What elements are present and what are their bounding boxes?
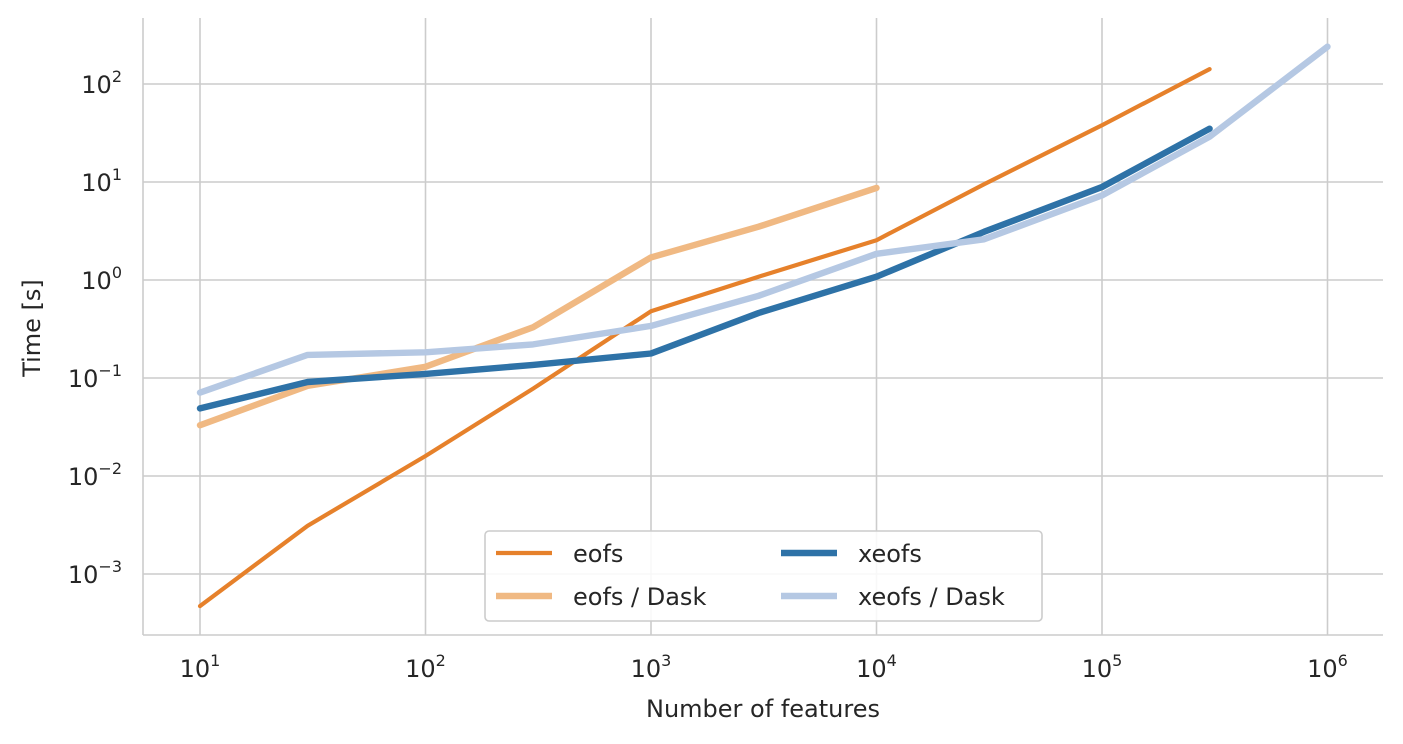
- series-line-xeofs-dask: [196, 43, 1331, 396]
- legend-label: xeofs: [858, 540, 922, 568]
- legend-label: eofs / Dask: [573, 583, 706, 611]
- axes-spines: [142, 18, 1383, 636]
- legend-label: eofs: [573, 540, 623, 568]
- y-tick-label: 10−3: [68, 557, 122, 589]
- x-tick-label: 103: [631, 651, 672, 683]
- x-tick-label: 106: [1307, 651, 1348, 683]
- legend-item: eofs / Dask: [496, 583, 706, 611]
- series-lines: [196, 43, 1331, 609]
- x-axis-label: Number of features: [646, 695, 880, 723]
- legend-label: xeofs / Dask: [858, 583, 1005, 611]
- series-line-eofs-dask: [196, 184, 880, 429]
- y-tick-label: 102: [81, 67, 122, 99]
- x-tick-labels: 101 102 103 104 105 106: [180, 651, 1348, 683]
- y-tick-label: 101: [81, 165, 122, 197]
- x-tick-label: 101: [180, 651, 221, 683]
- x-tick-label: 102: [405, 651, 446, 683]
- y-tick-label: 10−2: [68, 459, 122, 491]
- x-tick-label: 105: [1082, 651, 1123, 683]
- legend-frame: [484, 530, 1043, 622]
- legend-item: xeofs: [781, 540, 922, 568]
- y-tick-label: 100: [81, 263, 122, 295]
- y-tick-label: 10−1: [68, 361, 122, 393]
- y-tick-labels: 10−3 10−2 10−1 100 101 102: [68, 67, 122, 589]
- grid: [143, 18, 1383, 635]
- legend-item: eofs: [496, 540, 623, 568]
- x-tick-label: 104: [856, 651, 897, 683]
- legend-item: xeofs / Dask: [781, 583, 1005, 611]
- y-axis-label: Time [s]: [18, 279, 46, 378]
- legend: eofs eofs / Dask xeofs xeofs / Dask: [484, 530, 1043, 622]
- series-line-eofs: [197, 67, 1212, 609]
- series-line-xeofs: [196, 125, 1213, 412]
